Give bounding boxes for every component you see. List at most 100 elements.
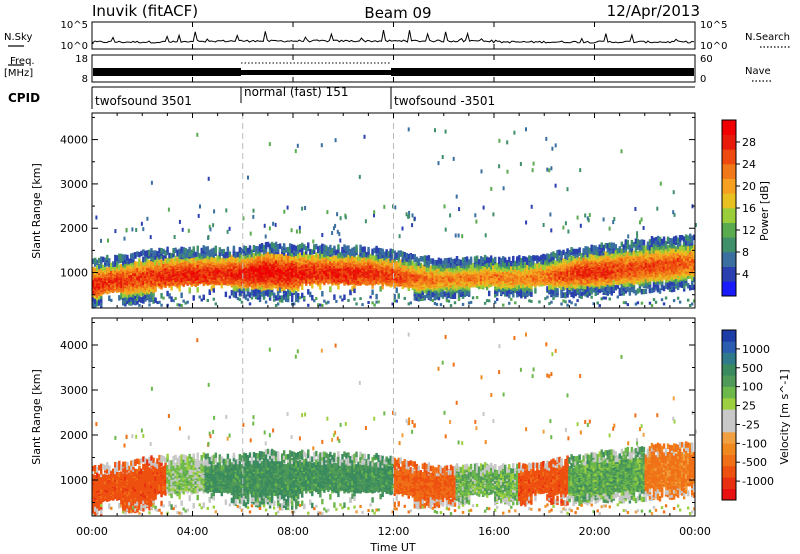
power-cell — [281, 300, 283, 303]
power-cell — [315, 297, 317, 300]
power-cell — [396, 288, 398, 294]
power-cell — [227, 247, 229, 253]
nsky-label: N.Sky — [4, 32, 32, 43]
power-cell — [203, 295, 205, 301]
power-cell — [186, 301, 188, 304]
power-cell — [448, 300, 450, 303]
power-cell — [158, 301, 160, 304]
power-cell — [361, 303, 363, 306]
nsky-tick-bottom: 10^0 — [61, 41, 88, 52]
power-cell — [404, 297, 406, 300]
power-cell — [251, 297, 253, 300]
power-cell — [329, 286, 331, 292]
power-cell — [462, 303, 464, 306]
nsky-line — [93, 30, 694, 44]
power-cell — [213, 298, 215, 301]
power-cell — [410, 301, 412, 304]
power-cell — [347, 299, 349, 302]
power-cell — [277, 303, 279, 306]
freq-band-1 — [93, 68, 241, 76]
power-cell — [239, 298, 241, 301]
power-cell — [259, 299, 261, 302]
power-cell — [178, 286, 180, 292]
power-cell — [166, 247, 168, 253]
power-cell — [193, 246, 195, 252]
power-cell — [371, 290, 373, 296]
cpid-panel: CPID twofsound 3501 normal (fast) 151 tw… — [8, 85, 695, 109]
power-cell — [359, 297, 361, 300]
freq-panel: Freq. [MHz] 18 8 60 0 Nave — [4, 54, 772, 85]
cpid-segment-3: twofsound -3501 — [394, 94, 495, 108]
power-cell — [335, 300, 337, 303]
power-cell — [307, 242, 309, 248]
power-cell — [207, 299, 209, 302]
power-cell — [180, 293, 182, 299]
cpid-label: CPID — [8, 91, 40, 105]
power-cell — [215, 246, 217, 252]
power-cell — [398, 293, 400, 299]
nsearch-label: N.Search — [745, 32, 790, 43]
power-cell — [193, 295, 195, 301]
power-cell — [160, 304, 162, 307]
freq-unit: [MHz] — [4, 68, 33, 79]
power-cell — [199, 296, 201, 299]
freq-band-3 — [391, 68, 694, 76]
power-cell — [355, 302, 357, 305]
power-cell — [319, 284, 321, 290]
power-cell — [225, 292, 227, 298]
power-cell — [353, 298, 355, 301]
power-cell — [436, 303, 438, 306]
power-cell — [307, 304, 309, 307]
power-cell — [321, 291, 323, 297]
date-label: 12/Apr/2013 — [607, 2, 700, 20]
station-title: Inuvik (fitACF) — [92, 2, 198, 20]
power-cell — [337, 244, 339, 250]
power-cell — [327, 301, 329, 304]
nsearch-tick-bottom: 10^0 — [700, 41, 727, 52]
nsky-tick-top: 10^5 — [61, 20, 88, 31]
nave-tick-top: 60 — [700, 54, 713, 65]
power-cell — [373, 304, 375, 307]
power-cell — [343, 295, 345, 301]
power-cell — [110, 299, 112, 302]
power-cell — [249, 302, 251, 305]
power-cell — [355, 245, 357, 251]
power-cell — [100, 296, 102, 299]
power-cell — [197, 246, 199, 252]
nsearch-tick-top: 10^5 — [700, 20, 727, 31]
power-cell — [321, 304, 323, 307]
power-cell — [377, 300, 379, 303]
power-cell — [180, 304, 182, 307]
power-cell — [339, 296, 341, 299]
power-cell — [375, 294, 377, 300]
cpid-segment-1: twofsound 3501 — [95, 94, 192, 108]
power-cell — [367, 301, 369, 304]
power-cell — [197, 287, 199, 293]
power-cell — [265, 301, 267, 304]
nave-label: Nave — [745, 66, 771, 77]
power-cell — [458, 298, 460, 301]
power-cell — [229, 296, 231, 299]
power-echo-data — [92, 113, 697, 309]
nsky-trace — [93, 30, 694, 44]
power-cell — [454, 301, 456, 304]
power-cell — [369, 296, 371, 299]
beam-label: Beam 09 — [364, 4, 431, 22]
power-cell — [367, 247, 369, 253]
freq-tick-top: 18 — [75, 54, 88, 65]
power-cell — [396, 300, 398, 303]
power-cell — [247, 298, 249, 301]
freq-band-2 — [241, 70, 391, 75]
power-cell — [138, 304, 140, 307]
power-cell — [233, 246, 235, 252]
cpid-segment-2: normal (fast) 151 — [244, 85, 348, 99]
power-cell — [154, 298, 156, 301]
nsky-panel: N.Sky 10^5 10^0 10^5 10^0 N.Search — [4, 20, 790, 52]
power-cell — [363, 246, 365, 252]
power-cell — [440, 303, 442, 306]
power-cell — [333, 294, 335, 300]
power-cell — [148, 303, 150, 306]
power-cell — [162, 297, 164, 300]
